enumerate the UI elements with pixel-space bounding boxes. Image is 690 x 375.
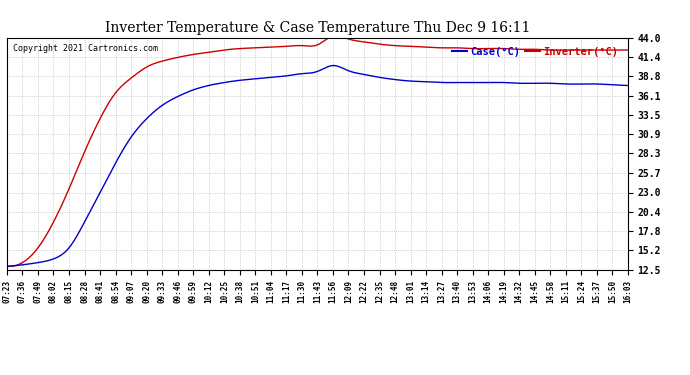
Text: Copyright 2021 Cartronics.com: Copyright 2021 Cartronics.com bbox=[13, 45, 158, 54]
Title: Inverter Temperature & Case Temperature Thu Dec 9 16:11: Inverter Temperature & Case Temperature … bbox=[105, 21, 530, 35]
Legend: Case(°C), Inverter(°C): Case(°C), Inverter(°C) bbox=[448, 43, 622, 61]
